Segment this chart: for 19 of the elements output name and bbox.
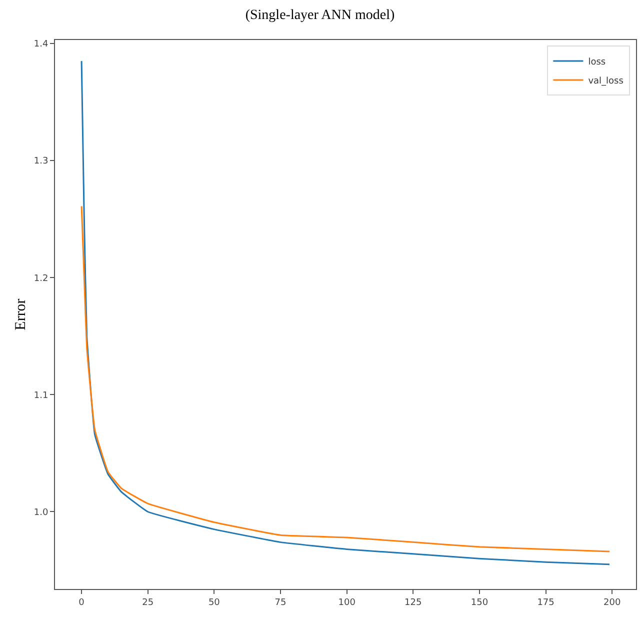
x-tick-label: 0 [78, 598, 85, 608]
x-tick-label: 150 [470, 598, 488, 608]
x-tick-label: 175 [537, 598, 554, 608]
legend-label: loss [588, 58, 606, 68]
y-tick-label: 1.1 [34, 390, 48, 401]
x-tick-label: 50 [208, 598, 220, 608]
x-tick-label: 200 [604, 598, 621, 608]
x-tick-label: 25 [142, 598, 154, 608]
y-tick-label: 1.3 [34, 156, 48, 167]
chart-title: (Single-layer ANN model) [245, 8, 395, 24]
y-axis-title: Error [13, 298, 30, 330]
legend-label: val_loss [588, 76, 624, 86]
y-tick-label: 1.0 [34, 508, 48, 518]
y-tick-label: 1.4 [34, 40, 48, 50]
y-tick-label: 1.2 [34, 274, 48, 284]
x-tick-label: 75 [274, 598, 286, 608]
x-tick-label: 100 [338, 598, 356, 608]
x-tick-label: 125 [404, 598, 422, 608]
line-series [80, 205, 610, 552]
